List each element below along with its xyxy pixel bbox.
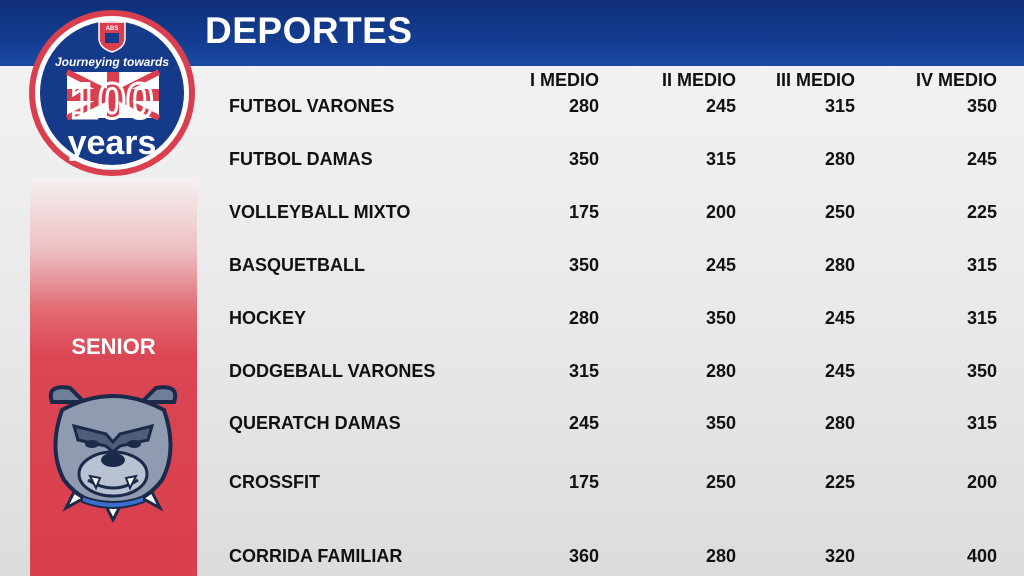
table-cell: 280 xyxy=(568,96,599,116)
table-cell: 250 xyxy=(705,472,736,492)
table-cell: 225 xyxy=(966,202,997,222)
column-header: II MEDIO xyxy=(661,70,736,90)
table-cell: 280 xyxy=(705,546,736,566)
table-cell: 280 xyxy=(568,308,599,328)
row-label: HOCKEY xyxy=(229,308,307,328)
page-title: DEPORTES xyxy=(205,10,413,51)
table-cell: 280 xyxy=(824,413,855,433)
table-cell: 245 xyxy=(824,361,855,381)
journeying-100-years-logo-icon: ABS Journeying towards 100 years xyxy=(29,10,195,176)
table-cell: 245 xyxy=(705,96,736,116)
table-cell: 200 xyxy=(966,472,997,492)
table-cell: 175 xyxy=(568,202,599,222)
sidebar-label: SENIOR xyxy=(71,334,156,359)
logo-number: 100 xyxy=(70,73,153,129)
table-cell: 245 xyxy=(824,308,855,328)
table-cell: 245 xyxy=(966,149,997,169)
table-cell: 280 xyxy=(705,361,736,381)
table-cell: 175 xyxy=(568,472,599,492)
table-cell: 250 xyxy=(824,202,855,222)
table-cell: 315 xyxy=(705,149,736,169)
table-cell: 225 xyxy=(824,472,855,492)
table-cell: 245 xyxy=(705,255,736,275)
table-cell: 350 xyxy=(568,255,599,275)
column-header: III MEDIO xyxy=(775,70,855,90)
table-cell: 315 xyxy=(966,413,997,433)
row-label: CORRIDA FAMILIAR xyxy=(229,546,403,566)
table-cell: 315 xyxy=(568,361,599,381)
row-label: FUTBOL VARONES xyxy=(229,96,395,116)
row-label: VOLLEYBALL MIXTO xyxy=(229,202,411,222)
row-label: QUERATCH DAMAS xyxy=(229,413,401,433)
row-label: CROSSFIT xyxy=(229,472,321,492)
table-cell: 315 xyxy=(824,96,855,116)
row-label: FUTBOL DAMAS xyxy=(229,149,373,169)
table-cell: 320 xyxy=(824,546,855,566)
logo-bottom-text: years xyxy=(68,124,157,162)
table-cell: 400 xyxy=(966,546,997,566)
table-cell: 350 xyxy=(705,308,736,328)
row-label: BASQUETBALL xyxy=(229,255,365,275)
svg-text:ABS: ABS xyxy=(106,26,119,32)
table-cell: 350 xyxy=(966,96,997,116)
bulldog-mascot-icon xyxy=(48,385,178,522)
table-cell: 350 xyxy=(705,413,736,433)
table-cell: 315 xyxy=(966,255,997,275)
table-cell: 350 xyxy=(966,361,997,381)
table-cell: 315 xyxy=(966,308,997,328)
table-cell: 360 xyxy=(568,546,599,566)
row-label: DODGEBALL VARONES xyxy=(229,361,436,381)
table-cell: 350 xyxy=(568,149,599,169)
table-cell: 200 xyxy=(705,202,736,222)
logo-top-text: Journeying towards xyxy=(55,55,169,69)
column-header: I MEDIO xyxy=(529,70,599,90)
crest-icon: ABS xyxy=(98,21,126,53)
column-header: IV MEDIO xyxy=(915,70,997,90)
table-cell: 280 xyxy=(824,149,855,169)
table-cell: 245 xyxy=(568,413,599,433)
table-cell: 280 xyxy=(824,255,855,275)
